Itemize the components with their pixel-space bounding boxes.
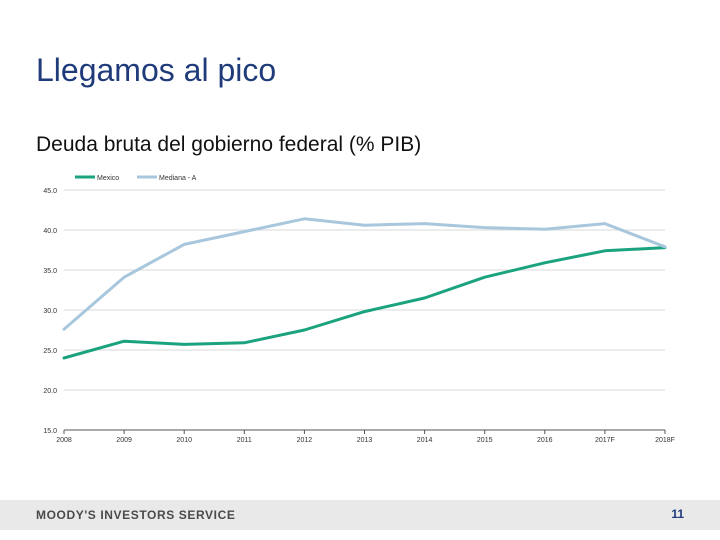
page-number: 11 [671, 507, 684, 521]
slide-title: Llegamos al pico [36, 52, 277, 88]
x-tick-label: 2015 [477, 437, 493, 444]
x-tick-label: 2010 [176, 437, 192, 444]
x-tick-label: 2016 [537, 437, 553, 444]
y-tick-label: 25.0 [43, 348, 57, 355]
y-tick-label: 40.0 [43, 228, 57, 235]
y-tick-label: 20.0 [43, 388, 57, 395]
series-line-mexico [62, 246, 667, 360]
legend-label: Mexico [97, 175, 119, 182]
x-tick-label: 2012 [297, 437, 313, 444]
y-tick-label: 30.0 [43, 308, 57, 315]
footer-brand-logo: MOODY'S INVESTORS SERVICE [36, 508, 236, 522]
y-tick-label: 15.0 [43, 428, 57, 435]
y-tick-label: 45.0 [43, 188, 57, 195]
chart-title: Deuda bruta del gobierno federal (% PIB) [36, 133, 422, 156]
x-tick-label: 2014 [417, 437, 433, 444]
footer-bar: MOODY'S INVESTORS SERVICE 11 [0, 500, 720, 530]
line-chart: Mexico Mediana - A 45.0 40.0 35.0 30.0 25.0 20… [43, 175, 675, 444]
x-tick-label: 2008 [56, 437, 72, 444]
chart-series [62, 217, 667, 360]
x-tick-label: 2017F [595, 437, 615, 444]
x-tick-label: 2018F [655, 437, 675, 444]
x-tick-label: 2013 [357, 437, 373, 444]
x-axis-ticks: 2008 2009 2010 2011 2012 2013 2014 2015 2016 2017… [56, 430, 675, 444]
x-tick-label: 2011 [237, 437, 252, 444]
series-line-mediana-a [62, 217, 667, 331]
chart-legend: Mexico Mediana - A [75, 175, 197, 182]
legend-label: Mediana - A [159, 175, 197, 182]
y-tick-label: 35.0 [43, 268, 57, 275]
y-axis-ticks: 45.0 40.0 35.0 30.0 25.0 20.0 15.0 [43, 188, 57, 435]
x-tick-label: 2009 [116, 437, 132, 444]
